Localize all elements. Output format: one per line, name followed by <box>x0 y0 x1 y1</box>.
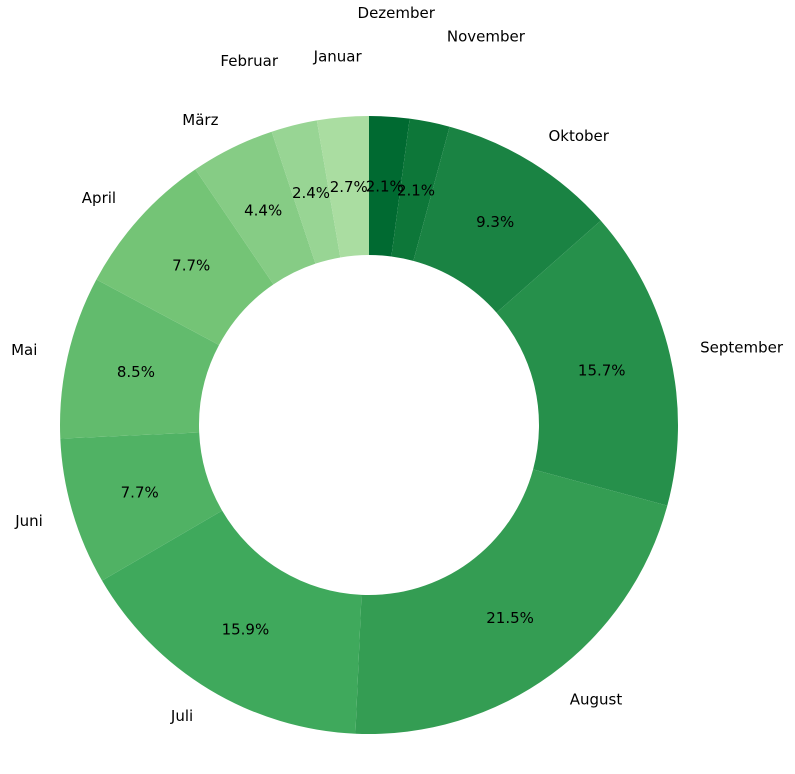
category-label-februar: Februar <box>220 52 278 70</box>
pct-label-april: 7.7% <box>172 256 210 274</box>
category-label-august: August <box>570 690 623 708</box>
category-label-dezember: Dezember <box>358 4 436 22</box>
category-label-mai: Mai <box>11 341 37 359</box>
pct-label-januar: 2.7% <box>330 178 368 196</box>
slice-juli <box>102 510 362 734</box>
category-labels: Dezember November Oktober September August Ju… <box>11 4 784 725</box>
pct-label-august: 21.5% <box>486 609 534 627</box>
category-label-september: September <box>700 339 784 357</box>
category-label-januar: Januar <box>313 47 363 65</box>
category-label-mrz: März <box>182 111 218 129</box>
category-label-november: November <box>447 28 526 46</box>
category-label-juli: Juli <box>170 707 193 725</box>
slice-januar <box>316 116 369 258</box>
slice-juni <box>60 432 223 581</box>
pct-label-juli: 15.9% <box>222 621 270 639</box>
donut-slices <box>60 116 678 734</box>
slice-dezember <box>369 116 410 257</box>
slice-november <box>391 118 450 261</box>
slice-september <box>496 220 678 506</box>
slice-mai <box>60 279 220 439</box>
pct-label-november: 2.1% <box>397 182 435 200</box>
slice-februar <box>271 120 341 264</box>
slice-mrz <box>195 131 316 285</box>
pct-label-mai: 8.5% <box>117 363 155 381</box>
pct-label-februar: 2.4% <box>292 184 330 202</box>
slice-august <box>355 469 668 734</box>
pct-label-dezember: 2.1% <box>366 178 404 196</box>
percentage-labels: 2.1%2.1% 9.3% 15.7% 21.5% 15.9% 7.7% 8.5% 7.7% 4… <box>117 178 626 639</box>
category-label-oktober: Oktober <box>548 127 609 145</box>
pct-label-oktober: 9.3% <box>476 213 514 231</box>
pct-label-mrz: 4.4% <box>244 202 282 220</box>
slice-oktober <box>413 126 601 313</box>
slice-april <box>96 169 274 345</box>
pct-label-september: 15.7% <box>578 362 626 380</box>
category-label-juni: Juni <box>14 512 43 530</box>
category-label-april: April <box>82 189 116 207</box>
pct-label-juni: 7.7% <box>121 483 159 501</box>
